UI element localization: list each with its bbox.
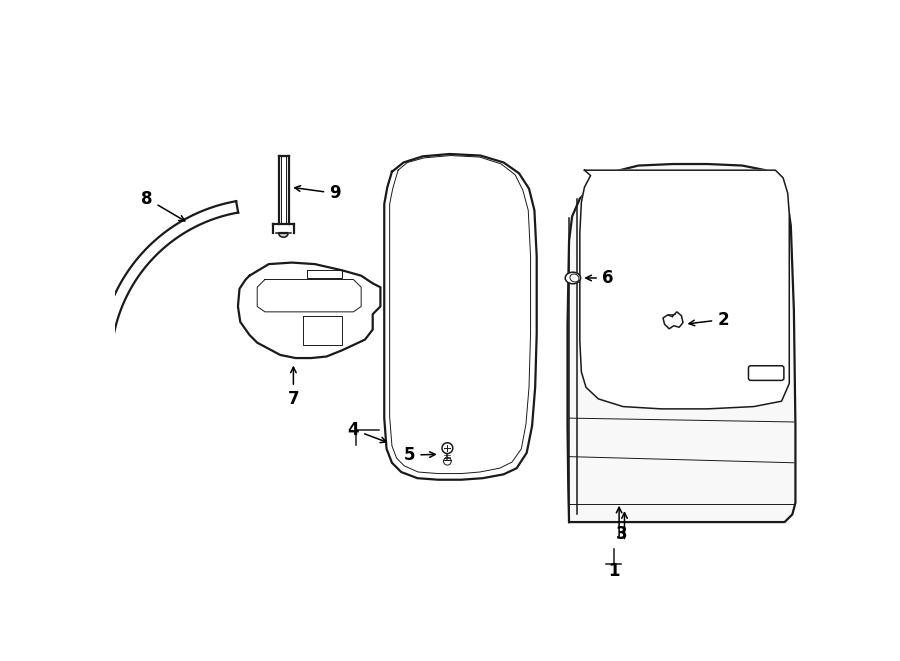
Circle shape <box>444 457 451 465</box>
Text: 3: 3 <box>616 525 627 543</box>
Text: 5: 5 <box>404 446 436 464</box>
Text: 7: 7 <box>288 367 299 408</box>
Text: 6: 6 <box>586 269 613 287</box>
Polygon shape <box>580 170 789 409</box>
Text: 2: 2 <box>689 311 729 329</box>
FancyBboxPatch shape <box>749 366 784 380</box>
Ellipse shape <box>565 272 581 284</box>
Text: 1: 1 <box>608 562 619 580</box>
Polygon shape <box>568 164 796 522</box>
Polygon shape <box>384 154 536 480</box>
Ellipse shape <box>570 274 579 282</box>
Text: 8: 8 <box>141 190 184 221</box>
Text: 4: 4 <box>347 420 386 443</box>
Circle shape <box>442 443 453 453</box>
Polygon shape <box>238 262 381 358</box>
Text: 9: 9 <box>295 184 341 202</box>
Polygon shape <box>663 312 683 329</box>
